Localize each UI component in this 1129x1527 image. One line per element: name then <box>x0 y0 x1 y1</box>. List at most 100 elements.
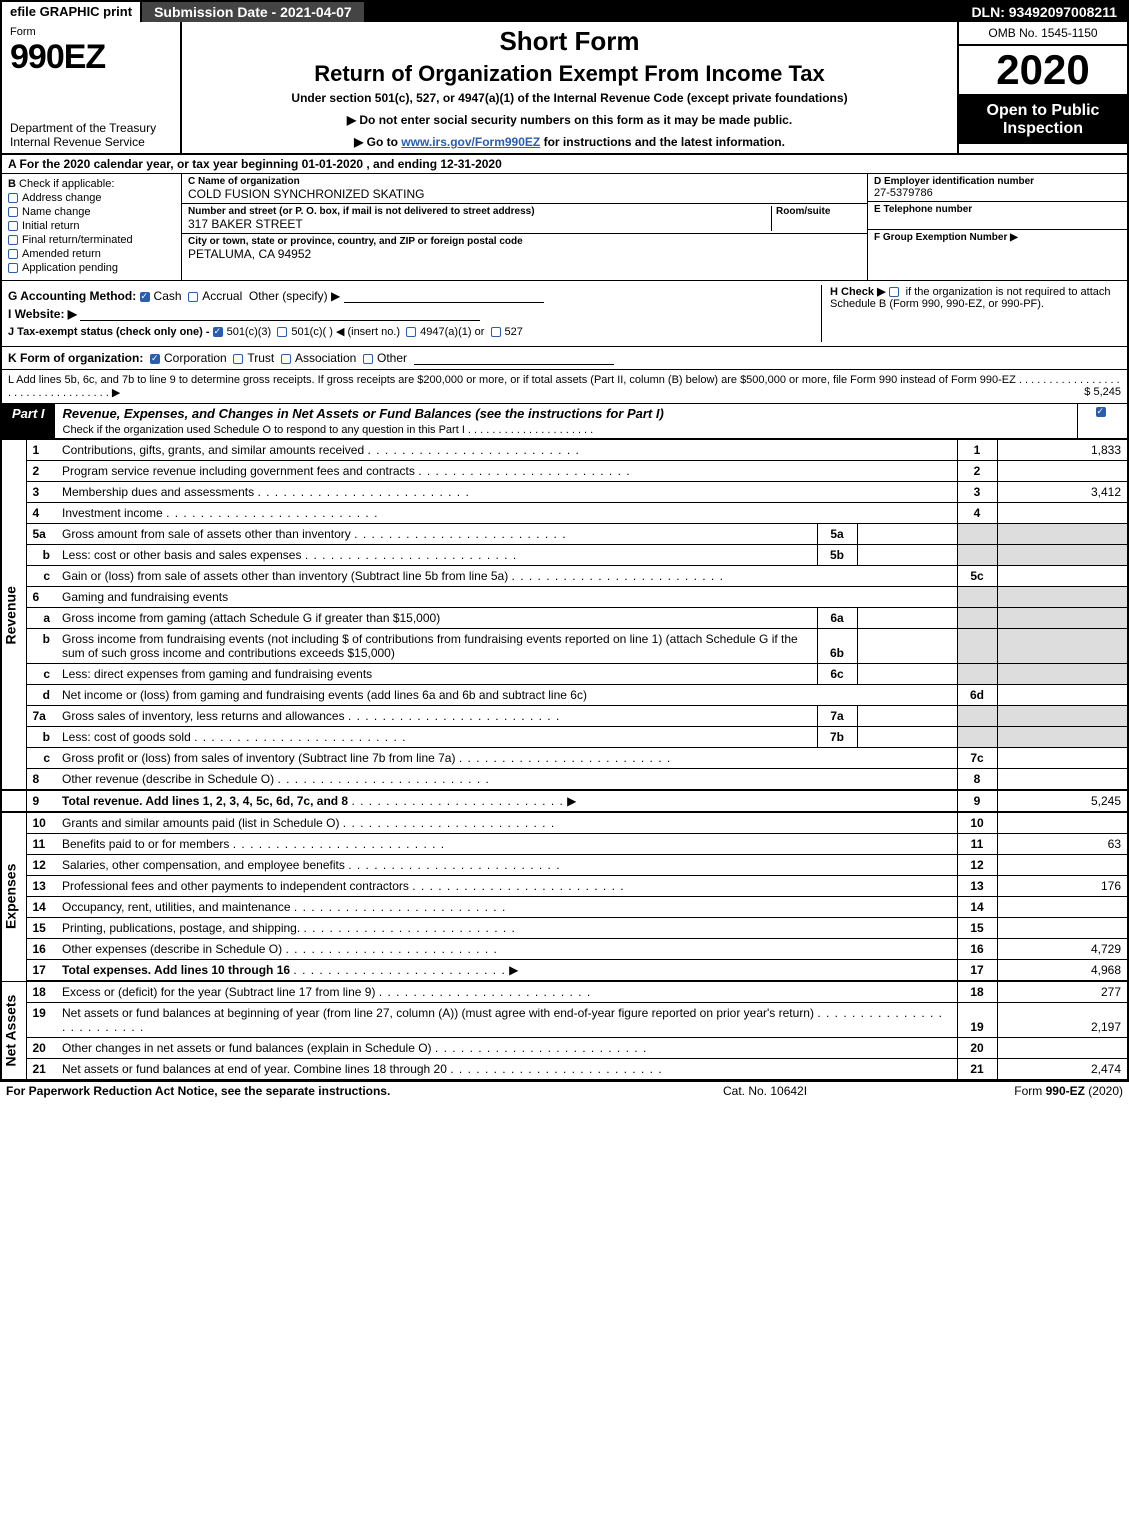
line-18-amt: 277 <box>997 981 1127 1003</box>
col-c: C Name of organization COLD FUSION SYNCH… <box>182 174 867 280</box>
col-b: B Check if applicable: Address change Na… <box>2 174 182 280</box>
spacer <box>364 2 962 22</box>
note-ssn: ▶ Do not enter social security numbers o… <box>190 113 949 127</box>
footer-left: For Paperwork Reduction Act Notice, see … <box>6 1084 723 1098</box>
part-title: Revenue, Expenses, and Changes in Net As… <box>55 404 1077 438</box>
line-6d-desc: Net income or (loss) from gaming and fun… <box>56 685 957 706</box>
line-11-amt: 63 <box>997 834 1127 855</box>
line-10-amt <box>997 812 1127 834</box>
checkbox-501c-icon <box>277 327 287 337</box>
line-3-desc: Membership dues and assessments <box>56 482 957 503</box>
line-6b-amt <box>857 629 957 664</box>
sidebar-net-assets: Net Assets <box>2 981 26 1080</box>
d-label: D Employer identification number <box>874 176 1121 187</box>
form-header: Form 990EZ Department of the Treasury In… <box>2 22 1127 155</box>
header-right: OMB No. 1545-1150 2020 Open to Public In… <box>957 22 1127 153</box>
line-13-amt: 176 <box>997 876 1127 897</box>
line-5a-desc: Gross amount from sale of assets other t… <box>56 524 817 545</box>
line-7b-desc: Less: cost of goods sold <box>56 727 817 748</box>
form-title: Return of Organization Exempt From Incom… <box>190 61 949 87</box>
line-1-amt: 1,833 <box>997 440 1127 461</box>
row-ghi: G Accounting Method: Cash Accrual Other … <box>2 281 1127 347</box>
row-h: H Check ▶ if the organization is not req… <box>821 285 1121 342</box>
opt-address-change[interactable]: Address change <box>8 192 175 204</box>
irs-link[interactable]: www.irs.gov/Form990EZ <box>401 135 540 149</box>
line-1-desc: Contributions, gifts, grants, and simila… <box>56 440 957 461</box>
line-14-desc: Occupancy, rent, utilities, and maintena… <box>56 897 957 918</box>
checkbox-icon <box>8 263 18 273</box>
checkbox-icon <box>8 249 18 259</box>
b-label: B <box>8 178 16 190</box>
city-label: City or town, state or province, country… <box>188 236 861 247</box>
line-16-desc: Other expenses (describe in Schedule O) <box>56 939 957 960</box>
form-subtitle: Under section 501(c), 527, or 4947(a)(1)… <box>190 91 949 105</box>
header-center: Short Form Return of Organization Exempt… <box>182 22 957 153</box>
section-bcdef: B Check if applicable: Address change Na… <box>2 174 1127 281</box>
line-13-desc: Professional fees and other payments to … <box>56 876 957 897</box>
note-link: ▶ Go to www.irs.gov/Form990EZ for instru… <box>190 135 949 149</box>
checkbox-4947-icon <box>406 327 416 337</box>
checkbox-cash-icon <box>140 292 150 302</box>
opt-final-return[interactable]: Final return/terminated <box>8 234 175 246</box>
checkbox-accrual-icon <box>188 292 198 302</box>
submission-date: Submission Date - 2021-04-07 <box>140 2 364 22</box>
checkbox-icon <box>8 207 18 217</box>
line-11-desc: Benefits paid to or for members <box>56 834 957 855</box>
room-label: Room/suite <box>776 206 861 217</box>
line-7a-desc: Gross sales of inventory, less returns a… <box>56 706 817 727</box>
checkbox-corp-icon <box>150 354 160 364</box>
website-input[interactable] <box>80 307 480 321</box>
line-5c-desc: Gain or (loss) from sale of assets other… <box>56 566 957 587</box>
line-6a-desc: Gross income from gaming (attach Schedul… <box>56 608 817 629</box>
line-17-amt: 4,968 <box>997 960 1127 982</box>
col-def: D Employer identification number 27-5379… <box>867 174 1127 280</box>
checkbox-icon <box>8 221 18 231</box>
row-g: G Accounting Method: Cash Accrual Other … <box>8 289 821 303</box>
short-form: Short Form <box>190 26 949 57</box>
org-name: COLD FUSION SYNCHRONIZED SKATING <box>188 187 861 201</box>
line-12-amt <box>997 855 1127 876</box>
e-label: E Telephone number <box>874 204 1121 215</box>
note2-pre: ▶ Go to <box>354 135 401 149</box>
ein-value: 27-5379786 <box>874 187 1121 199</box>
department: Department of the Treasury Internal Reve… <box>10 121 172 149</box>
efile-label: efile GRAPHIC print <box>2 2 140 22</box>
opt-initial-return[interactable]: Initial return <box>8 220 175 232</box>
line-19-desc: Net assets or fund balances at beginning… <box>56 1003 957 1038</box>
f-label: F Group Exemption Number ▶ <box>874 232 1121 243</box>
line-9-desc: Total revenue. Add lines 1, 2, 3, 4, 5c,… <box>56 790 957 812</box>
footer-right: Form 990-EZ (2020) <box>923 1084 1123 1098</box>
line-7b-amt <box>857 727 957 748</box>
line-7a-amt <box>857 706 957 727</box>
other-specify-input[interactable] <box>344 289 544 303</box>
omb-number: OMB No. 1545-1150 <box>959 22 1127 46</box>
open-to-public: Open to Public Inspection <box>959 96 1127 144</box>
line-17-desc: Total expenses. Add lines 10 through 16 … <box>56 960 957 982</box>
tax-year: 2020 <box>959 46 1127 96</box>
opt-amended-return[interactable]: Amended return <box>8 248 175 260</box>
checkbox-parto-icon <box>1096 407 1106 417</box>
line-4-amt <box>997 503 1127 524</box>
footer-cat: Cat. No. 10642I <box>723 1084 923 1098</box>
checkbox-assoc-icon <box>281 354 291 364</box>
part-check <box>1077 404 1127 438</box>
line-19-amt: 2,197 <box>997 1003 1127 1038</box>
phone-value <box>874 215 1121 227</box>
opt-name-change[interactable]: Name change <box>8 206 175 218</box>
line-2-desc: Program service revenue including govern… <box>56 461 957 482</box>
line-3-amt: 3,412 <box>997 482 1127 503</box>
lines-table: Revenue 1 Contributions, gifts, grants, … <box>2 439 1127 1080</box>
line-16-amt: 4,729 <box>997 939 1127 960</box>
line-2-amt <box>997 461 1127 482</box>
checkbox-h-icon <box>889 287 899 297</box>
addr-label: Number and street (or P. O. box, if mail… <box>188 206 771 217</box>
header-left: Form 990EZ Department of the Treasury In… <box>2 22 182 153</box>
line-6d-amt <box>997 685 1127 706</box>
line-21-desc: Net assets or fund balances at end of ye… <box>56 1059 957 1080</box>
line-5b-amt <box>857 545 957 566</box>
line-8-amt <box>997 769 1127 791</box>
line-10-desc: Grants and similar amounts paid (list in… <box>56 812 957 834</box>
other-org-input[interactable] <box>414 351 614 365</box>
row-k: K Form of organization: Corporation Trus… <box>2 347 1127 370</box>
opt-application-pending[interactable]: Application pending <box>8 262 175 274</box>
